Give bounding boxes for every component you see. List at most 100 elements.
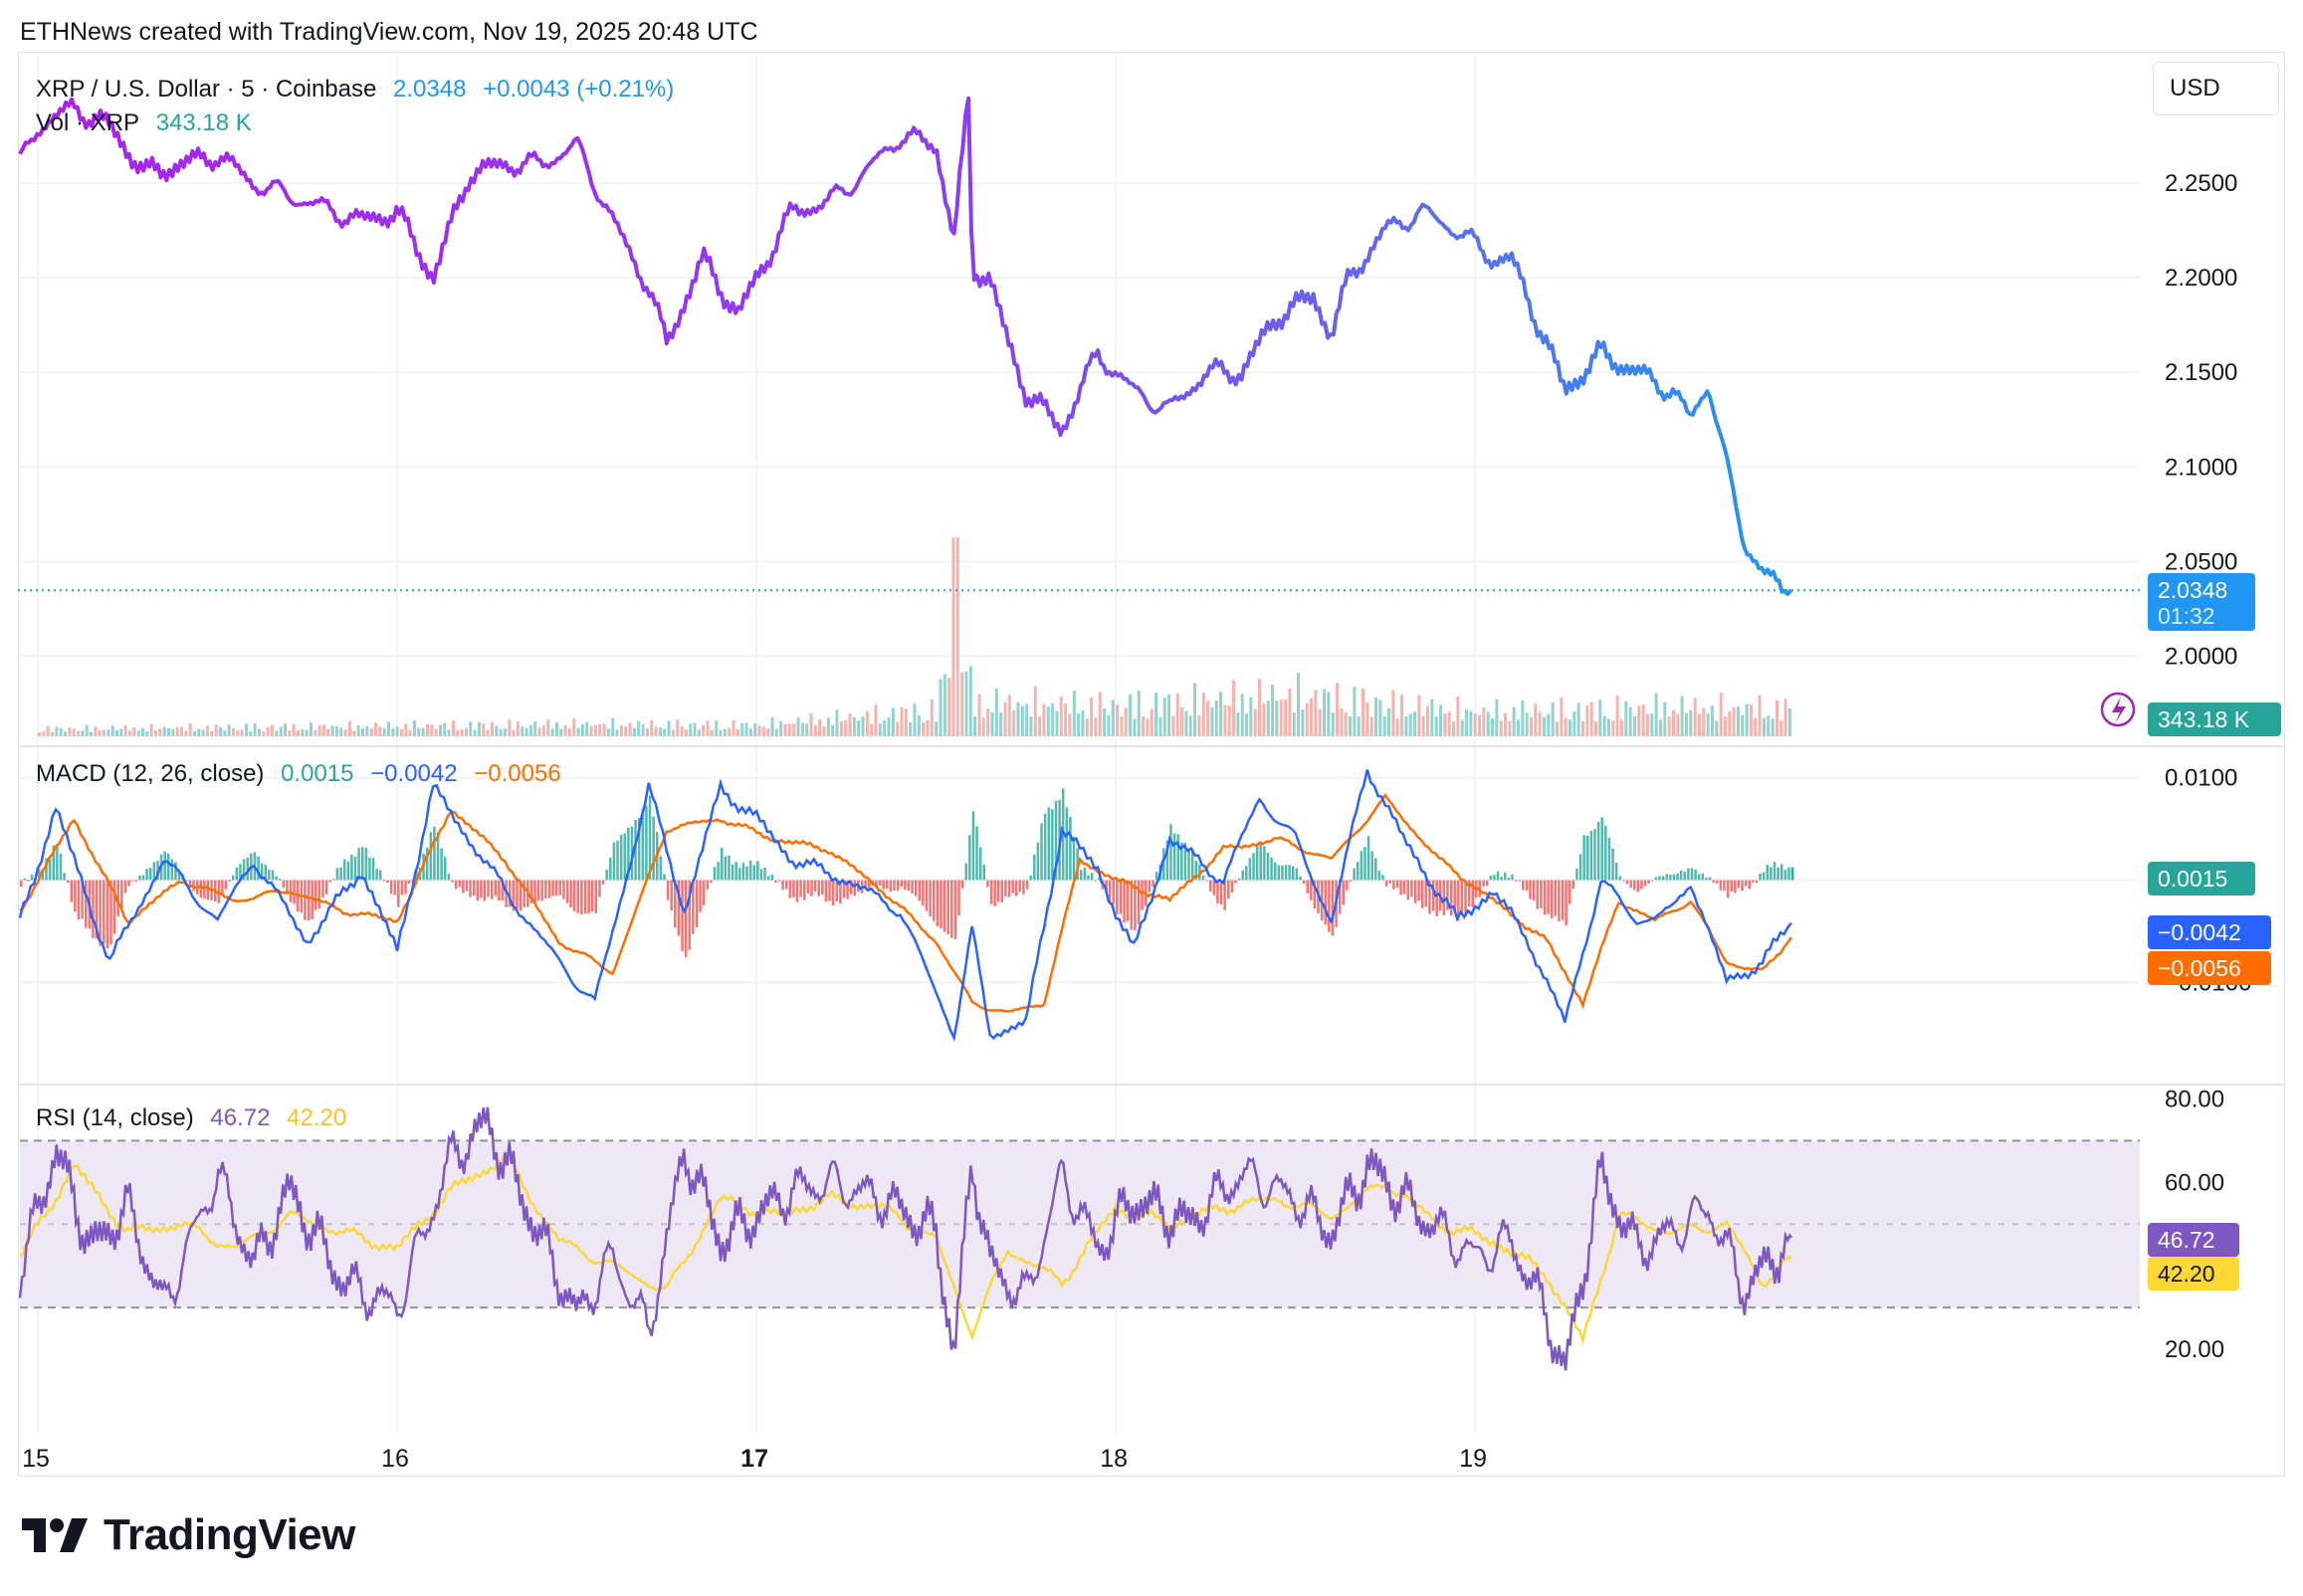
volume-bar	[55, 726, 59, 736]
macd-histogram-bar	[756, 861, 759, 881]
volume-bar	[1551, 701, 1555, 736]
macd-histogram-bar	[792, 880, 795, 898]
macd-histogram-bar	[480, 880, 483, 898]
volume-bar	[822, 726, 826, 736]
macd-histogram-bar	[379, 870, 382, 881]
macd-histogram-bar	[684, 880, 688, 958]
macd-histogram-bar	[105, 880, 109, 949]
macd-histogram-bar	[1604, 825, 1607, 881]
macd-histogram-bar	[670, 880, 673, 911]
volume-bar	[460, 728, 464, 736]
volume-bar	[546, 719, 550, 736]
volume-bar	[1206, 700, 1210, 736]
macd-histogram-bar	[206, 880, 210, 900]
volume-bar	[347, 720, 351, 736]
macd-histogram-bar	[1255, 846, 1259, 881]
volume-bar	[719, 729, 723, 736]
volume-bar	[106, 729, 110, 736]
macd-histogram-bar	[1273, 862, 1277, 881]
macd-histogram-bar	[1571, 880, 1575, 890]
macd-histogram-bar	[1536, 880, 1539, 909]
macd-histogram-bar	[774, 880, 777, 883]
volume-bar	[98, 729, 102, 736]
macd-histogram-bar	[271, 870, 275, 881]
macd-histogram-bar	[893, 880, 896, 891]
volume-bar	[697, 729, 701, 736]
volume-bar	[968, 666, 972, 736]
macd-histogram-bar	[127, 880, 130, 887]
volume-bar	[1568, 719, 1571, 736]
volume-bar	[508, 719, 512, 736]
macd-histogram-bar	[601, 880, 605, 885]
macd-histogram-bar	[1090, 873, 1094, 881]
volume-bar	[1780, 719, 1783, 736]
volume-bar	[744, 722, 748, 736]
volume-bar	[1426, 705, 1430, 736]
rsi-title[interactable]: RSI (14, close)	[36, 1104, 194, 1131]
macd-histogram-bar	[1061, 788, 1065, 881]
volume-bar	[1482, 706, 1486, 736]
volume-bar	[951, 537, 955, 736]
volume-bar	[1107, 714, 1111, 736]
macd-histogram-bar	[400, 880, 404, 896]
macd-histogram-bar	[623, 833, 627, 881]
macd-histogram-bar	[1201, 875, 1205, 881]
price-legend: XRP / U.S. Dollar · 5 · Coinbase 2.0348 …	[36, 76, 684, 103]
volume-bar	[835, 709, 839, 736]
macd-histogram-bar	[217, 880, 221, 903]
volume-bar	[1336, 683, 1340, 736]
macd-histogram-bar	[1208, 880, 1212, 893]
macd-histogram-bar	[483, 880, 487, 901]
volume-bar	[761, 726, 765, 736]
macd-histogram-bar	[77, 880, 81, 920]
macd-histogram-bar	[84, 880, 88, 928]
macd-title[interactable]: MACD (12, 26, close)	[36, 760, 265, 787]
macd-hist-value: 0.0015	[281, 760, 354, 787]
x-tick-label: 17	[740, 1445, 768, 1473]
symbol-label[interactable]: XRP / U.S. Dollar · 5 · Coinbase	[36, 76, 377, 102]
macd-histogram-bar	[918, 880, 922, 901]
macd-histogram-bar	[246, 857, 249, 881]
volume-bar	[848, 712, 852, 736]
macd-histogram-bar	[235, 867, 239, 881]
volume-label[interactable]: Vol · XRP	[36, 109, 140, 136]
volume-bar	[1495, 698, 1499, 736]
volume-bar	[408, 729, 412, 736]
macd-histogram-bar	[612, 842, 616, 881]
macd-histogram-bar	[516, 880, 519, 909]
volume-bar	[1003, 701, 1007, 736]
volume-bar	[684, 728, 688, 736]
rsi-tag: 46.72	[2148, 1223, 2239, 1257]
volume-bar	[451, 719, 455, 736]
volume-bar	[214, 724, 218, 736]
macd-histogram-bar	[81, 880, 84, 919]
volume-bar	[977, 694, 981, 736]
volume-bar	[1417, 695, 1421, 736]
volume-bar	[154, 730, 158, 736]
macd-histogram-bar	[777, 880, 781, 882]
volume-bar	[399, 728, 403, 736]
macd-histogram-bar	[145, 869, 148, 881]
macd-histogram-bar	[99, 880, 102, 946]
volume-bar	[689, 723, 693, 736]
macd-histogram-bar	[663, 874, 666, 881]
volume-bar	[676, 719, 680, 736]
volume-bar	[162, 726, 166, 736]
volume-bar	[857, 720, 861, 736]
volume-bar	[1400, 695, 1404, 736]
volume-bar	[257, 728, 261, 736]
volume-bar	[1301, 709, 1305, 736]
macd-histogram-bar	[1410, 880, 1413, 898]
macd-histogram-bar	[1126, 880, 1130, 921]
currency-button[interactable]: USD	[2153, 62, 2279, 115]
macd-histogram-bar	[63, 873, 66, 881]
volume-bar	[1456, 696, 1460, 736]
macd-histogram-bar	[533, 880, 536, 903]
volume-bar	[51, 731, 55, 736]
macd-histogram-bar	[103, 880, 105, 944]
macd-histogram-bar	[982, 864, 986, 881]
macd-histogram-bar	[681, 880, 684, 951]
macd-histogram-bar	[922, 880, 925, 906]
volume-bar	[1767, 715, 1771, 736]
